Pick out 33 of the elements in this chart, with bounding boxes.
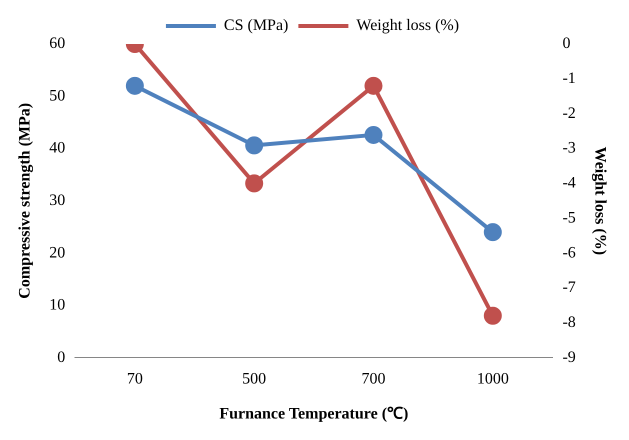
point — [245, 174, 264, 192]
point — [364, 76, 382, 95]
x-tick-label: 500 — [242, 370, 266, 388]
y2-tick-label: -9 — [562, 348, 576, 366]
y2-tick-label: -4 — [562, 174, 576, 192]
point — [245, 136, 264, 154]
y-tick-label: 40 — [49, 140, 66, 157]
y-axis-title: Compressive strength (MPa) — [16, 102, 34, 299]
y-tick-label: 50 — [49, 87, 66, 104]
y-tick-label: 60 — [49, 35, 66, 52]
y2-tick-label: -2 — [562, 104, 576, 122]
y2-tick-label: -6 — [562, 244, 576, 262]
y-tick-label: 10 — [49, 296, 66, 314]
legend-label: Weight loss (%) — [356, 17, 460, 34]
x-tick-label: 1000 — [476, 370, 509, 388]
point — [484, 223, 502, 242]
y2-tick-label: -3 — [562, 140, 576, 157]
point — [364, 126, 382, 144]
y-tick-label: 30 — [49, 192, 66, 210]
x-axis-title: Furnance Temperature (℃) — [219, 406, 408, 423]
legend-label: CS (MPa) — [224, 17, 288, 34]
y2-tick-label: -1 — [562, 70, 576, 88]
y-tick-label: 20 — [49, 244, 66, 262]
point — [126, 76, 144, 95]
point — [484, 306, 502, 325]
x-tick-label: 70 — [126, 370, 143, 388]
y2-tick-label: 0 — [562, 35, 570, 52]
x-tick-label: 700 — [361, 370, 386, 388]
y2-axis-title: Weight loss (%) — [591, 146, 608, 256]
y-tick-label: 0 — [57, 348, 66, 366]
y2-tick-label: -7 — [562, 279, 576, 296]
y2-tick-label: -8 — [562, 314, 576, 331]
y2-tick-label: -5 — [562, 209, 576, 226]
